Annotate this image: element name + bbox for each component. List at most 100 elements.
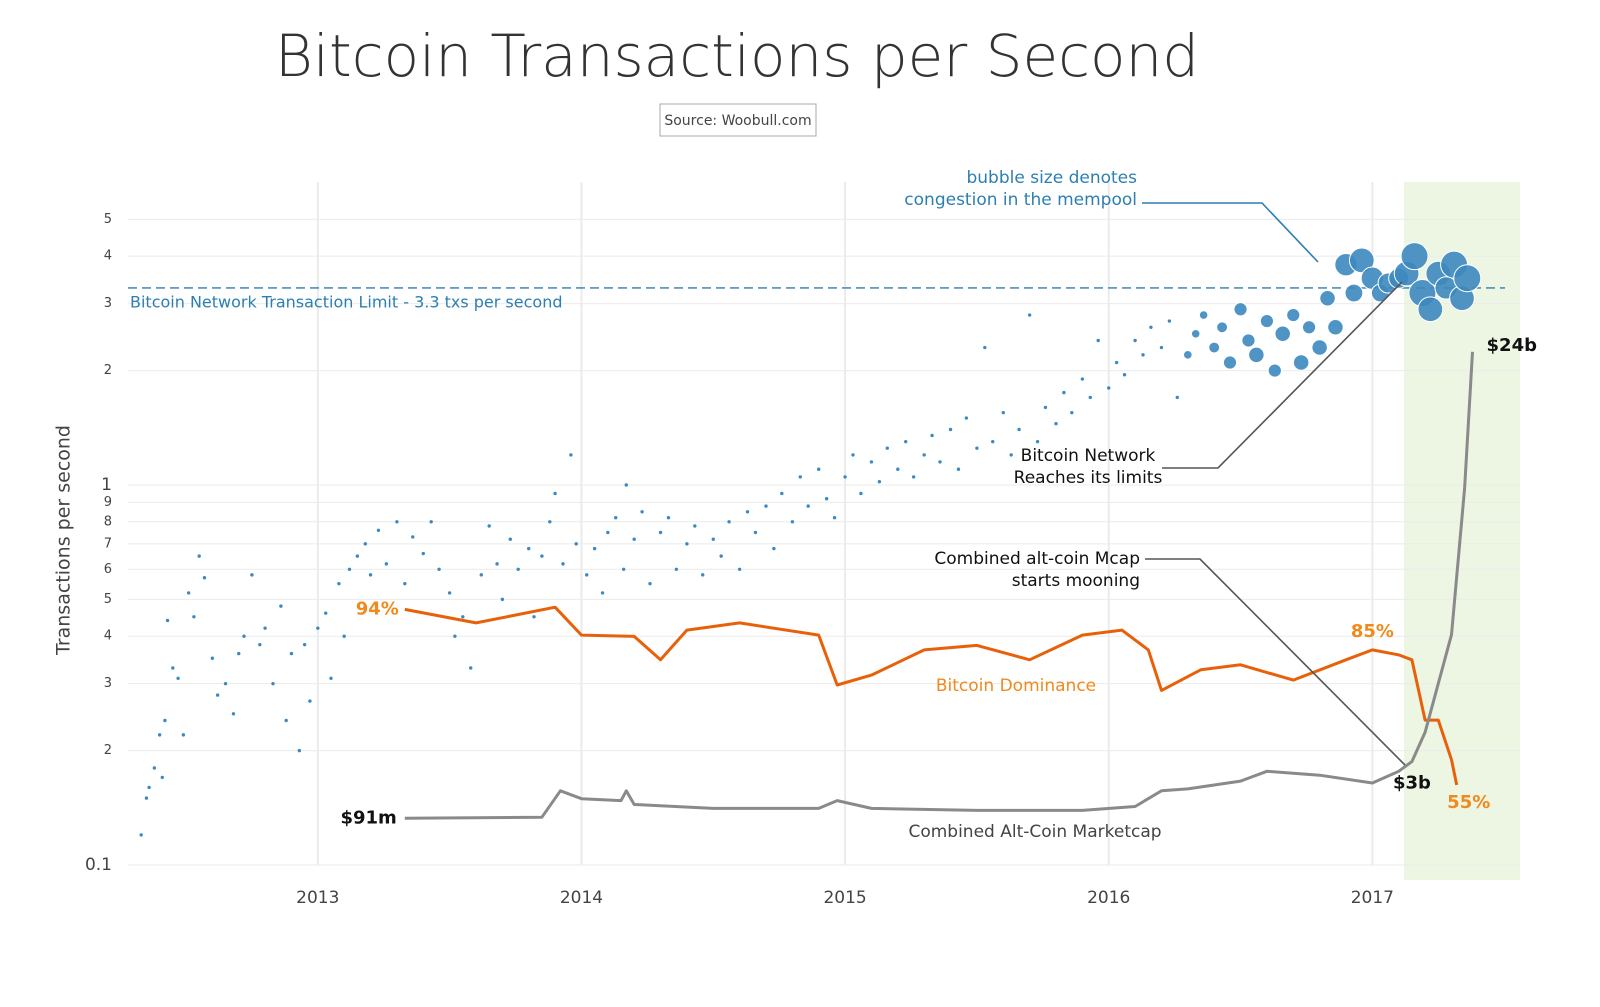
point [824, 497, 829, 501]
point [271, 681, 275, 686]
point [152, 766, 157, 770]
point [250, 573, 254, 577]
chart-title: Bitcoin Transactions per Second [275, 22, 1199, 90]
point [342, 634, 346, 638]
point [495, 562, 499, 566]
data-label: $24b [1487, 335, 1538, 356]
point [284, 718, 288, 723]
point [851, 453, 855, 457]
point [1122, 373, 1127, 377]
bubble [1208, 341, 1221, 354]
bubble [1453, 264, 1482, 293]
data-label: 55% [1447, 792, 1490, 813]
point [210, 656, 215, 660]
bubble [1344, 283, 1364, 303]
point [508, 537, 512, 541]
point [859, 491, 863, 496]
bubble [1311, 339, 1328, 356]
point [540, 554, 544, 558]
point [176, 676, 180, 680]
point [186, 591, 191, 595]
point [753, 530, 758, 535]
point [911, 475, 916, 479]
point [896, 467, 900, 471]
annotation: congestion in the mempool [904, 190, 1137, 210]
point [139, 833, 143, 837]
point [403, 581, 407, 586]
point [817, 467, 821, 471]
point [975, 446, 979, 450]
bubble [1248, 346, 1265, 364]
point [553, 491, 557, 496]
point [658, 530, 663, 535]
point [1027, 313, 1032, 317]
point [171, 666, 175, 670]
point [532, 615, 536, 619]
point [614, 516, 618, 520]
y-tick-label: 4 [104, 629, 112, 644]
bubble [1319, 290, 1336, 307]
bubble [1292, 354, 1310, 371]
line [404, 605, 1459, 786]
point [163, 718, 167, 723]
point [376, 528, 381, 532]
point [1133, 338, 1137, 343]
point [1149, 325, 1153, 329]
point [1001, 410, 1005, 415]
point [843, 475, 847, 479]
point [1175, 395, 1179, 400]
y-tick-label: 7 [104, 536, 112, 551]
y-tick-label: 4 [104, 249, 112, 264]
point [606, 530, 610, 535]
source-box [659, 103, 817, 137]
point [548, 520, 552, 524]
bubble [1241, 333, 1256, 348]
point [302, 642, 307, 647]
bubble [1259, 313, 1275, 329]
data-label: $3b [1393, 773, 1431, 794]
point [948, 427, 953, 432]
point [516, 567, 520, 571]
point [411, 535, 415, 539]
point [621, 567, 626, 571]
point [956, 467, 961, 471]
annotation: Combined alt-coin Mcap [934, 549, 1140, 569]
point [1043, 405, 1048, 410]
point [745, 510, 750, 514]
point [1114, 360, 1119, 365]
point [237, 651, 241, 656]
point [461, 615, 465, 619]
point [223, 681, 228, 686]
annotation: bubble size denotes [966, 168, 1137, 188]
point [147, 785, 151, 790]
point [1009, 453, 1013, 457]
point [1096, 338, 1100, 343]
point [711, 537, 715, 541]
point [764, 504, 768, 508]
point [737, 567, 742, 571]
bubble [1216, 321, 1229, 334]
point [1070, 410, 1074, 415]
y-tick-label: 2 [104, 743, 112, 758]
point [904, 439, 908, 444]
annotation: Bitcoin Network [1021, 446, 1156, 466]
y-tick-label: 5 [104, 212, 112, 227]
y-tick-label: 5 [104, 592, 112, 607]
point [877, 480, 882, 484]
annotation-pointer [1162, 281, 1403, 469]
data-label: 85% [1351, 621, 1394, 642]
point [337, 581, 341, 586]
point [569, 453, 573, 457]
point [772, 546, 776, 551]
line-label: Combined Alt-Coin Marketcap [908, 822, 1161, 842]
x-tick-label: 2015 [823, 888, 866, 908]
point [289, 651, 294, 656]
bubble [1301, 320, 1317, 335]
point [297, 748, 302, 753]
line [404, 351, 1474, 820]
point [395, 520, 399, 524]
point [487, 524, 491, 528]
bubble [1190, 328, 1201, 339]
